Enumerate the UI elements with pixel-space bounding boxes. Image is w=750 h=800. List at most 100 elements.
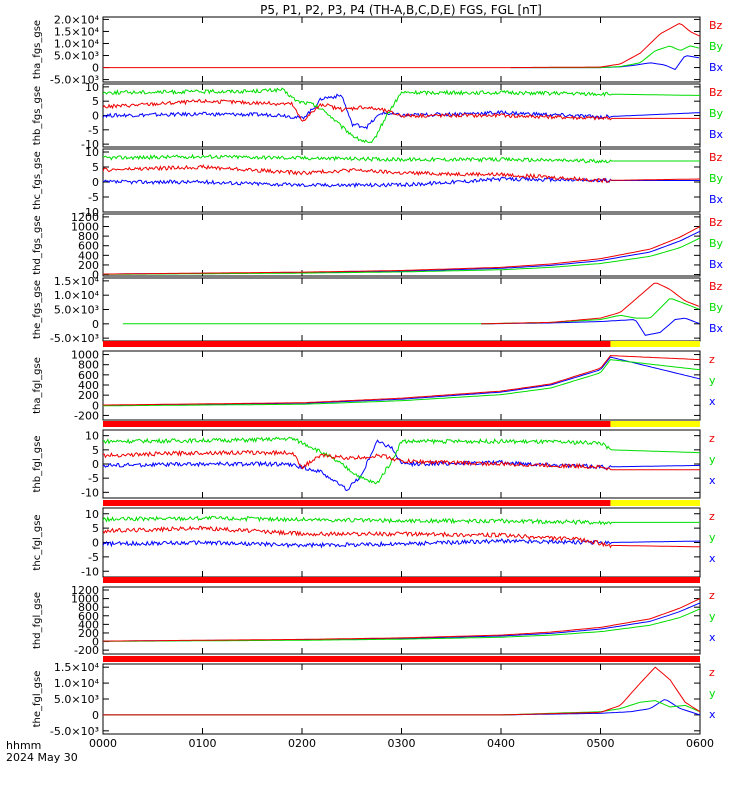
series-line-By	[122, 298, 700, 325]
legend-entry-Bz: Bz	[709, 216, 723, 229]
y-tick-label: -10	[81, 565, 99, 578]
series-line-y	[103, 515, 700, 526]
panel-frame	[102, 507, 701, 578]
x-tick-label: 0600	[686, 737, 714, 750]
x-tick-label: 0400	[487, 737, 515, 750]
flag-bar-yellow-tha_fgl_gse	[610, 341, 700, 347]
legend-entry-By: By	[709, 172, 724, 185]
y-tick-label: -5	[88, 191, 99, 204]
series-line-z	[103, 598, 700, 642]
y-tick-label: 1000	[71, 593, 99, 606]
panel-thb_fgs_gse: 105 0-5-10 thb_fgs_gse Bz By Bx	[32, 81, 724, 151]
series-line-By	[103, 87, 700, 144]
y-axis-label: thc_fgs_gse	[32, 151, 43, 210]
series-line-x	[103, 699, 700, 716]
y-tick-label: -10	[81, 206, 99, 219]
flag-bar-yellow-thc_fgl_gse	[610, 500, 700, 506]
y-tick-label: 5	[92, 95, 99, 108]
legend-entry-x: x	[709, 631, 716, 644]
y-tick-label: 0	[92, 399, 99, 412]
legend-entry-x: x	[709, 474, 716, 487]
series-line-x	[103, 602, 700, 642]
y-tick-label: 1000	[71, 220, 99, 233]
x-axis-corner-label-date: 2024 May 30	[6, 751, 78, 764]
legend-entry-Bz: Bz	[709, 86, 723, 99]
y-tick-label: 5	[92, 161, 99, 174]
series-line-By	[103, 237, 700, 275]
legend-entry-y: y	[709, 531, 716, 544]
panel-frame	[102, 663, 701, 735]
y-tick-label: 400	[78, 379, 99, 392]
panel-frame	[102, 277, 701, 342]
y-tick-label: 400	[78, 249, 99, 262]
legend-entry-Bz: Bz	[709, 280, 723, 293]
series-line-By	[510, 45, 700, 69]
y-tick-label: 10	[85, 430, 99, 443]
series-line-Bx	[103, 176, 700, 189]
x-tick-label: 0500	[587, 737, 615, 750]
y-tick-label: 5	[92, 522, 99, 535]
series-line-Bz	[103, 98, 700, 122]
legend-entry-z: z	[709, 353, 715, 366]
y-tick-label: 0	[92, 458, 99, 471]
series-line-x	[103, 439, 700, 492]
series-line-z	[103, 355, 700, 406]
legend-entry-z: z	[709, 432, 715, 445]
legend-entry-By: By	[709, 301, 724, 314]
y-axis-label: the_fgl_gse	[32, 671, 43, 728]
y-tick-label: 1.0×10⁴	[54, 289, 100, 302]
series-line-z	[103, 525, 700, 549]
y-tick-label: 2.0×10⁴	[54, 13, 100, 26]
series-line-Bx	[103, 93, 700, 130]
legend-entry-y: y	[709, 610, 716, 623]
y-axis-label: tha_fgl_gse	[32, 357, 43, 414]
panel-the_fgl_gse: 1.5×10⁴ 1.0×10⁴ 5.0×10³ 0 -5.0×10³ the_fgl_gs…	[32, 656, 716, 738]
y-axis-label: thb_fgs_gse	[32, 86, 43, 145]
legend-entry-z: z	[709, 589, 715, 602]
y-tick-label: 5	[92, 444, 99, 457]
y-tick-label: 1000	[71, 349, 99, 362]
y-tick-label: 0	[92, 269, 99, 282]
y-tick-label: 800	[78, 601, 99, 614]
y-tick-label: -5	[88, 124, 99, 137]
series-line-Bz	[103, 23, 700, 69]
y-tick-label: 0	[92, 636, 99, 649]
x-tick-label: 0000	[89, 737, 117, 750]
y-tick-label: 10	[85, 146, 99, 159]
y-tick-label: 1.0×10⁴	[54, 677, 100, 690]
y-tick-label: -200	[74, 409, 99, 422]
series-line-z	[103, 449, 700, 471]
y-tick-label: -5	[88, 472, 99, 485]
y-axis-label: thc_fgl_gse	[32, 514, 43, 570]
legend-entry-By: By	[709, 237, 724, 250]
y-tick-label: 0	[92, 709, 99, 722]
y-tick-label: 0	[92, 176, 99, 189]
y-tick-label: 5.0×10³	[54, 693, 99, 706]
y-axis-label: thd_fgs_gse	[32, 215, 43, 274]
y-tick-label: 600	[78, 240, 99, 253]
y-tick-label: -5.0×10³	[50, 74, 99, 87]
panel-frame	[102, 213, 701, 277]
flag-bar-the_fgl_gse	[103, 656, 700, 662]
x-tick-label: 0200	[288, 737, 316, 750]
y-tick-label: 400	[78, 618, 99, 631]
series-line-y	[103, 436, 700, 485]
y-tick-label: 0	[92, 318, 99, 331]
series-line-Bz	[103, 164, 700, 184]
legend-entry-z: z	[709, 510, 715, 523]
y-tick-label: 5.0×10³	[54, 304, 99, 317]
legend-entry-x: x	[709, 552, 716, 565]
series-line-Bx	[103, 230, 700, 275]
legend-entry-By: By	[709, 40, 724, 53]
x-tick-label: 0300	[388, 737, 416, 750]
series-line-y	[103, 359, 700, 407]
y-tick-label: -5.0×10³	[50, 725, 99, 738]
y-tick-label: 200	[78, 627, 99, 640]
y-tick-label: 1.5×10⁴	[54, 25, 100, 38]
